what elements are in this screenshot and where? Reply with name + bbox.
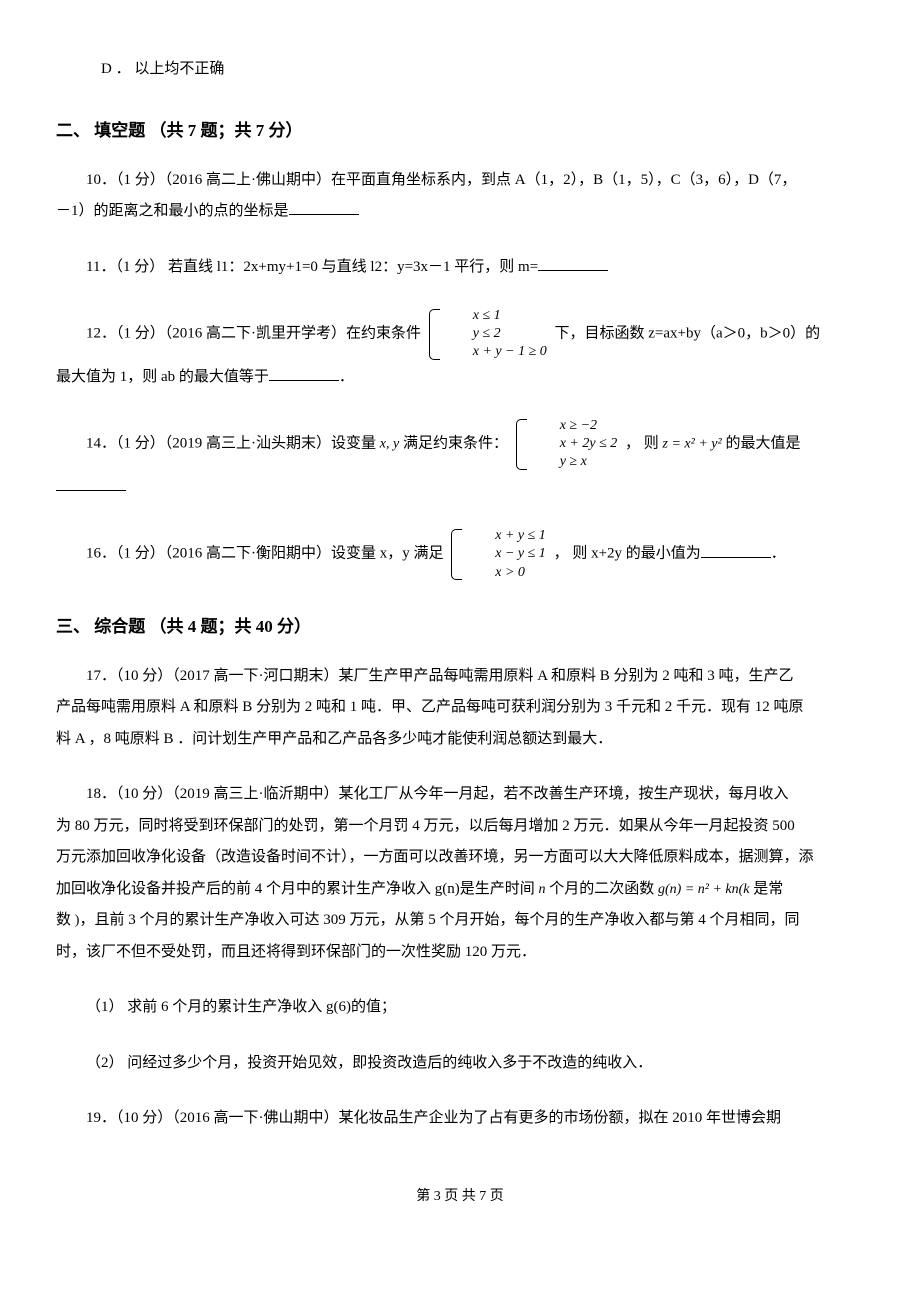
q12-line1: 12．（1 分）（2016 高二下·凯里开学考）在约束条件 x ≤ 1 y ≤ … — [56, 307, 864, 362]
sys-line: x ≤ 1 — [443, 307, 547, 325]
question-17: 17．（10 分）（2017 高一下·河口期末）某厂生产甲产品每吨需用原料 A … — [56, 661, 864, 756]
option-d: D ． 以上均不正确 — [56, 54, 864, 86]
q12-line2: 最大值为 1，则 ab 的最大值等于 — [56, 369, 269, 385]
section-heading-2: 二、 填空题 （共 7 题；共 7 分） — [56, 116, 864, 141]
sys-line: x + y ≤ 1 — [465, 527, 546, 545]
q16-pre: 16．（1 分）（2016 高二下·衡阳期中）设变量 x，y 满足 — [86, 546, 447, 562]
q18-l5a: 数 — [56, 912, 75, 928]
question-18: 18．（10 分）（2019 高三上·临沂期中）某化工厂从今年一月起，若不改善生… — [56, 779, 864, 968]
page-content: D ． 以上均不正确 二、 填空题 （共 7 题；共 7 分） 10．（1 分）… — [0, 0, 920, 1245]
q18-l4a: 加回收净化设备并投产后的前 4 个月中的累计生产净收入 g(n)是生产时间 — [56, 881, 539, 897]
q10-line2: －1）的距离之和最小的点的坐标是 — [56, 203, 289, 219]
question-18-sub2: （2） 问经过多少个月，投资开始见效，即投资改造后的纯收入多于不改造的纯收入． — [56, 1048, 864, 1080]
q17-l3: 料 A ，8 吨原料 B ．问计划生产甲产品和乙产品各多少吨才能使利润总额达到最… — [56, 724, 864, 756]
q18-l3: 万元添加回收净化设备（改造设备时间不计），一方面可以改善环境，另一方面可以大大降… — [56, 842, 864, 874]
q18-l4c: 是常 — [750, 881, 784, 897]
q14-post2: 的最大值是 — [722, 436, 801, 452]
q14-mid: 满足约束条件： — [399, 436, 508, 452]
q18-l2: 为 80 万元，同时将受到环保部门的处罚，第一个月罚 4 万元，以后每月增加 2… — [56, 811, 864, 843]
blank — [701, 542, 771, 558]
question-14: 14．（1 分）（2019 高三上·汕头期末）设变量 x, y 满足约束条件： … — [56, 417, 864, 503]
math-n: n — [539, 882, 546, 897]
blank — [56, 475, 126, 491]
q12-end: ． — [339, 369, 354, 385]
blank — [289, 199, 359, 215]
sys-line: x ≥ −2 — [530, 417, 618, 435]
page-footer: 第 3 页 共 7 页 — [56, 1185, 864, 1205]
sys-line: y ≤ 2 — [443, 325, 547, 343]
q16-end: ． — [771, 546, 786, 562]
q10-line1: 10．（1 分）（2016 高二上·佛山期中）在平面直角坐标系内，到点 A（1，… — [56, 165, 864, 197]
sys-line: x − y ≤ 1 — [465, 545, 546, 563]
constraint-system-icon: x ≥ −2 x + 2y ≤ 2 y ≥ x — [516, 417, 618, 472]
q18-l6: 时，该厂不但不受处罚，而且还将得到环保部门的一次性奖励 120 万元． — [56, 937, 864, 969]
blank — [269, 365, 339, 381]
sys-line: y ≥ x — [530, 453, 618, 471]
q16-post: ， 则 x+2y 的最小值为 — [554, 546, 701, 562]
blank — [538, 255, 608, 271]
q10-line2-wrap: －1）的距离之和最小的点的坐标是 — [56, 196, 864, 228]
q18-l5: 数 )，且前 3 个月的累计生产净收入可达 309 万元，从第 5 个月开始，每… — [56, 905, 864, 937]
math-z: z = x² + y² — [663, 437, 722, 452]
question-18-sub1: （1） 求前 6 个月的累计生产净收入 g(6)的值； — [56, 992, 864, 1024]
question-10: 10．（1 分）（2016 高二上·佛山期中）在平面直角坐标系内，到点 A（1，… — [56, 165, 864, 228]
math-gn: g(n) = n² + kn(k — [658, 882, 750, 897]
q14-blank-line — [56, 472, 864, 504]
q14-pre: 14．（1 分）（2019 高三上·汕头期末）设变量 — [86, 436, 380, 452]
q11-text: 11．（1 分） 若直线 l1：2x+my+1=0 与直线 l2：y=3x－1 … — [86, 259, 538, 275]
q14-post1: ， 则 — [625, 436, 663, 452]
question-16: 16．（1 分）（2016 高二下·衡阳期中）设变量 x，y 满足 x + y … — [56, 527, 864, 582]
sys-line: x + y − 1 ≥ 0 — [443, 343, 547, 361]
q18-l4: 加回收净化设备并投产后的前 4 个月中的累计生产净收入 g(n)是生产时间 n … — [56, 874, 864, 906]
math-xy: x, y — [380, 437, 399, 452]
q12-line2-wrap: 最大值为 1，则 ab 的最大值等于 ． — [56, 362, 864, 394]
q17-l2: 产品每吨需用原料 A 和原料 B 分别为 2 吨和 1 吨．甲、乙产品每吨可获利… — [56, 692, 864, 724]
q12-pre: 12．（1 分）（2016 高二下·凯里开学考）在约束条件 — [86, 326, 425, 342]
q18-l5b: ，且前 3 个月的累计生产净收入可达 309 万元，从第 5 个月开始，每个月的… — [79, 912, 799, 928]
section-heading-3: 三、 综合题 （共 4 题；共 40 分） — [56, 612, 864, 637]
question-11: 11．（1 分） 若直线 l1：2x+my+1=0 与直线 l2：y=3x－1 … — [56, 252, 864, 284]
sys-line: x > 0 — [465, 564, 546, 582]
q14-line1: 14．（1 分）（2019 高三上·汕头期末）设变量 x, y 满足约束条件： … — [56, 417, 864, 472]
q12-post: 下，目标函数 z=ax+by（a＞0，b＞0）的 — [555, 326, 821, 342]
constraint-system-icon: x + y ≤ 1 x − y ≤ 1 x > 0 — [451, 527, 546, 582]
constraint-system-icon: x ≤ 1 y ≤ 2 x + y − 1 ≥ 0 — [429, 307, 547, 362]
question-19: 19．（10 分）（2016 高一下·佛山期中）某化妆品生产企业为了占有更多的市… — [56, 1103, 864, 1135]
q18-l1: 18．（10 分）（2019 高三上·临沂期中）某化工厂从今年一月起，若不改善生… — [56, 779, 864, 811]
sys-line: x + 2y ≤ 2 — [530, 435, 618, 453]
q18-l4b: 个月的二次函数 — [546, 881, 659, 897]
q17-l1: 17．（10 分）（2017 高一下·河口期末）某厂生产甲产品每吨需用原料 A … — [56, 661, 864, 693]
question-12: 12．（1 分）（2016 高二下·凯里开学考）在约束条件 x ≤ 1 y ≤ … — [56, 307, 864, 393]
